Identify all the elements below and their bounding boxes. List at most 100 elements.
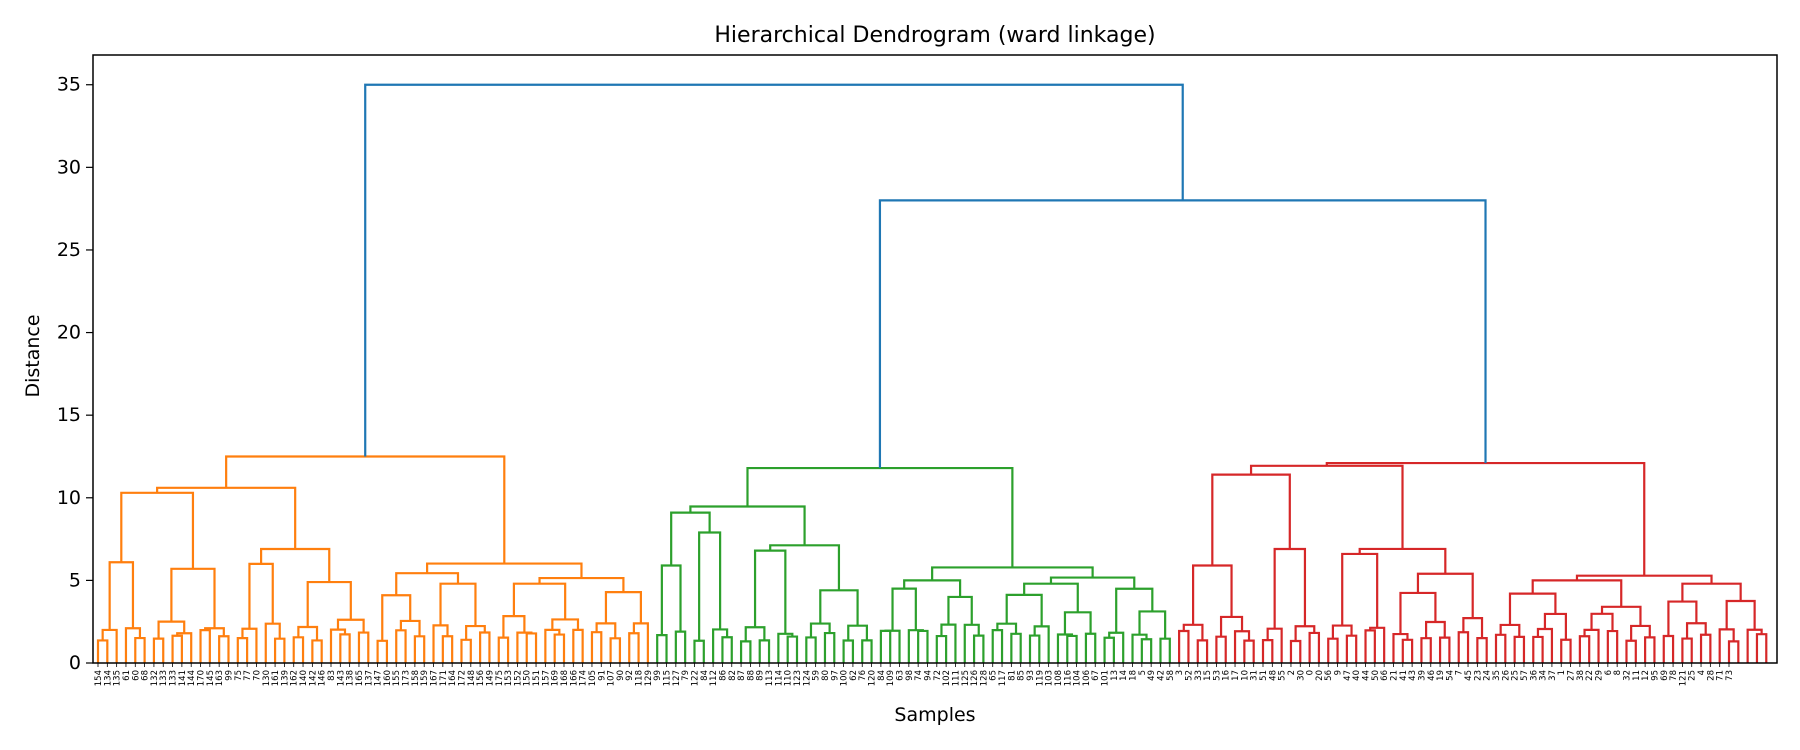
leaf-label: 8 bbox=[1613, 670, 1623, 675]
leaf-label: 44 bbox=[1362, 670, 1372, 681]
dendrogram-link bbox=[842, 639, 855, 663]
dendrogram-link bbox=[1249, 464, 1404, 549]
dendrogram-link bbox=[996, 622, 1018, 634]
leaf-label: 74 bbox=[914, 670, 924, 681]
dendrogram-link bbox=[891, 587, 917, 631]
dendrogram-link bbox=[264, 622, 281, 663]
dendrogram-link bbox=[1364, 629, 1376, 663]
dendrogram-link bbox=[1056, 633, 1074, 663]
leaf-label: 54 bbox=[1445, 670, 1455, 681]
leaf-label: 161 bbox=[271, 670, 281, 686]
leaf-label: 16 bbox=[1222, 670, 1232, 681]
leaf-labels: 154 134 135 61 60 68 132 133 133 141 144 170 145 163 9… bbox=[94, 663, 1735, 686]
dendrogram-link bbox=[991, 629, 1004, 663]
leaf-label: 123 bbox=[793, 670, 803, 686]
dendrogram-link bbox=[1725, 599, 1756, 630]
leaf-label: 116 bbox=[1063, 670, 1073, 686]
leaf-label: 171 bbox=[439, 670, 449, 686]
leaf-label: 154 bbox=[94, 670, 104, 686]
dendrogram-link bbox=[1063, 611, 1092, 635]
dendrogram-link bbox=[1425, 620, 1446, 639]
dendrogram-link bbox=[819, 589, 859, 626]
leaf-label: 152 bbox=[513, 670, 523, 686]
dendrogram-link bbox=[1049, 576, 1136, 589]
dendrogram-link bbox=[604, 591, 642, 624]
dendrogram-link bbox=[1325, 461, 1646, 576]
leaf-label: 46 bbox=[1427, 670, 1437, 681]
leaf-label: 112 bbox=[709, 670, 719, 686]
leaf-label: 175 bbox=[495, 670, 505, 686]
leaf-label: 104 bbox=[1073, 670, 1083, 686]
dendrogram-link bbox=[590, 631, 603, 663]
dendrogram-link bbox=[1215, 635, 1227, 663]
leaf-label: 71 bbox=[1716, 670, 1726, 681]
y-tick-label: 20 bbox=[57, 322, 81, 344]
dendrogram-link bbox=[1499, 623, 1521, 637]
leaf-label: 144 bbox=[187, 670, 197, 686]
dendrogram-link bbox=[96, 639, 109, 663]
dendrogram-link bbox=[823, 631, 836, 663]
dendrogram-link bbox=[441, 635, 454, 663]
leaf-label: 34 bbox=[1539, 670, 1549, 681]
leaf-label: 79 bbox=[681, 670, 691, 681]
dendrogram-link bbox=[1369, 626, 1386, 663]
dendrogram-link bbox=[1211, 473, 1291, 566]
dendrogram-link bbox=[656, 634, 668, 663]
dendrogram-link bbox=[311, 639, 323, 663]
dendrogram-link bbox=[1108, 631, 1125, 663]
dendrogram-link bbox=[786, 635, 799, 663]
dendrogram-link bbox=[1513, 635, 1526, 663]
leaf-label: 70 bbox=[252, 670, 262, 681]
leaf-label: 13 bbox=[1110, 670, 1120, 681]
dendrogram-link bbox=[553, 633, 566, 663]
y-tick-label: 25 bbox=[57, 239, 81, 261]
leaf-label: 97 bbox=[830, 670, 840, 681]
dendrogram-link bbox=[777, 632, 794, 663]
dendrogram-link bbox=[746, 466, 1014, 568]
leaf-label: 145 bbox=[206, 670, 216, 686]
dendrogram-link bbox=[931, 566, 1094, 581]
dendrogram-link bbox=[538, 576, 625, 593]
leaf-label: 45 bbox=[1464, 670, 1474, 681]
dendrogram-link bbox=[1159, 637, 1171, 663]
leaf-label: 73 bbox=[1725, 670, 1735, 681]
dendrogram-link bbox=[1066, 634, 1078, 663]
dendrogram-link bbox=[1681, 582, 1742, 602]
dendrogram-link bbox=[1508, 592, 1557, 625]
leaf-label: 111 bbox=[951, 670, 961, 686]
dendrogram-link bbox=[935, 634, 948, 663]
leaf-label: 52 bbox=[1184, 670, 1194, 681]
leaf-label: 135 bbox=[113, 670, 123, 686]
leaf-label: 25 bbox=[1511, 670, 1521, 681]
leaf-label: 164 bbox=[448, 670, 458, 686]
leaf-label: 22 bbox=[1585, 670, 1595, 681]
plot-frame bbox=[92, 54, 1778, 664]
dendrogram-link bbox=[1266, 627, 1283, 663]
dendrogram-link bbox=[1630, 624, 1651, 641]
leaf-label: 58 bbox=[1166, 670, 1176, 681]
leaf-label: 19 bbox=[1436, 670, 1446, 681]
leaf-label: 128 bbox=[979, 670, 989, 686]
leaf-label: 32 bbox=[1622, 670, 1632, 681]
dendrogram-link bbox=[805, 636, 817, 663]
leaf-label: 66 bbox=[1380, 670, 1390, 681]
leaf-label: 40 bbox=[1352, 670, 1362, 681]
dendrogram-link bbox=[721, 636, 733, 663]
leaf-label: 165 bbox=[355, 670, 365, 686]
dendrogram-link bbox=[1590, 612, 1614, 632]
leaf-label: 69 bbox=[1660, 670, 1670, 681]
leaf-label: 155 bbox=[392, 670, 402, 686]
leaf-label: 43 bbox=[1408, 670, 1418, 681]
dendrogram-link bbox=[176, 632, 193, 663]
leaf-label: 0 bbox=[1306, 670, 1316, 675]
dendrogram-link bbox=[1010, 632, 1022, 663]
leaf-label: 62 bbox=[849, 670, 859, 681]
leaf-label: 65 bbox=[989, 670, 999, 681]
leaf-label: 166 bbox=[569, 670, 579, 686]
dendrogram-link bbox=[769, 544, 841, 591]
dendrogram-link bbox=[1005, 593, 1043, 627]
leaf-label: 132 bbox=[150, 670, 160, 686]
dendrogram-link bbox=[861, 639, 873, 663]
dendrogram-link bbox=[426, 562, 583, 579]
